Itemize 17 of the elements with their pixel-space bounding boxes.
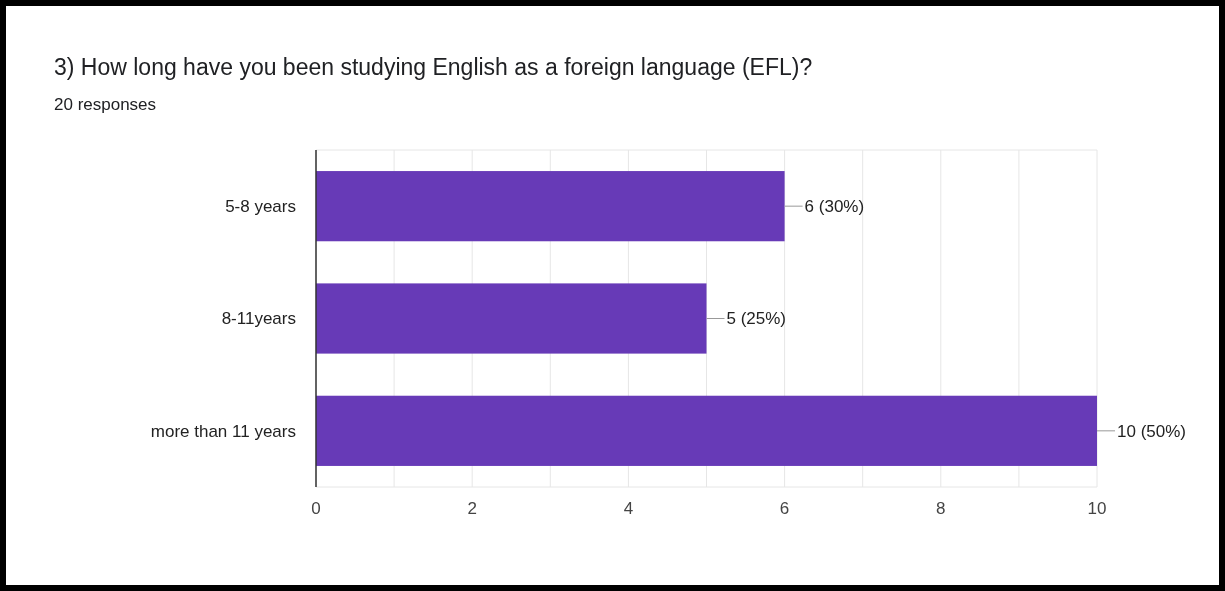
- x-tick-label: 2: [467, 499, 477, 518]
- x-tick-label: 6: [779, 499, 790, 518]
- data-label: 10 (50%): [1117, 421, 1186, 441]
- text: 20 responses: [54, 95, 157, 114]
- bar: [316, 171, 785, 242]
- bar: [316, 395, 1097, 466]
- bar: [316, 283, 707, 354]
- data-label: 6 (30%): [804, 197, 865, 217]
- x-tick-label: 0: [311, 499, 321, 518]
- x-tick-label: 8: [936, 499, 946, 518]
- y-tick-label: 5-8 years: [225, 197, 296, 217]
- x-tick-label: 10: [1087, 499, 1107, 518]
- x-tick-label: 4: [623, 499, 634, 518]
- data-label: 5 (25%): [726, 309, 787, 329]
- y-tick-label: more than 11 years: [150, 421, 296, 441]
- chart-title: 3) How long have you been studying English as a foreign language (EFL)?: [54, 54, 813, 80]
- y-tick-label: 8-11years: [221, 309, 296, 329]
